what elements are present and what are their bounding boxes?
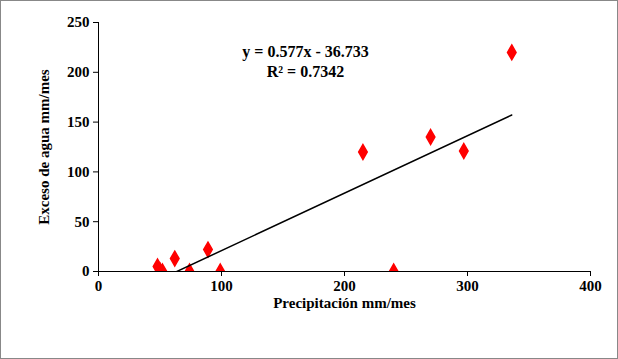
- svg-text:0: 0: [95, 278, 103, 294]
- svg-text:100: 100: [210, 278, 233, 294]
- svg-text:200: 200: [333, 278, 356, 294]
- svg-text:300: 300: [456, 278, 479, 294]
- svg-text:250: 250: [67, 14, 90, 30]
- svg-text:0: 0: [82, 263, 90, 279]
- svg-text:Exceso de agua mm/mes: Exceso de agua mm/mes: [36, 69, 52, 225]
- svg-text:R² = 0.7342: R² = 0.7342: [267, 63, 344, 80]
- svg-text:100: 100: [67, 164, 90, 180]
- svg-text:50: 50: [75, 214, 90, 230]
- svg-text:200: 200: [67, 64, 90, 80]
- svg-text:y = 0.577x - 36.733: y = 0.577x - 36.733: [242, 43, 368, 61]
- svg-text:150: 150: [67, 114, 90, 130]
- svg-text:Precipitación mm/mes: Precipitación mm/mes: [273, 295, 416, 311]
- svg-text:400: 400: [579, 278, 602, 294]
